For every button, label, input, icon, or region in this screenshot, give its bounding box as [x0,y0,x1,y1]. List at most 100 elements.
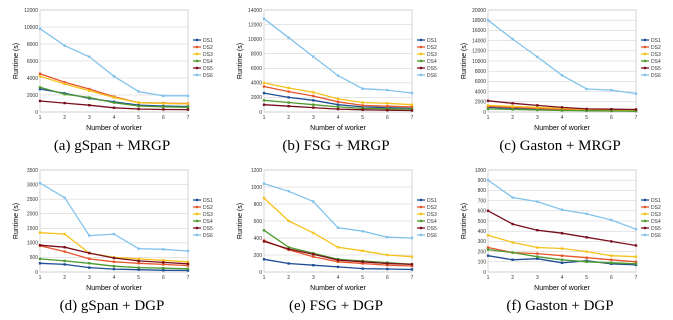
legend-label: DS2 [203,205,213,211]
data-point [410,264,414,268]
data-point [88,251,91,255]
y-tick-label: 1000 [27,241,38,247]
data-point [186,269,190,272]
legend-marker-square [419,66,423,70]
chart-svg: 0 2000 4000 6000 8000 10000 12000 1 2 3 4 5 6 7 Number… [13,8,213,132]
data-point [410,109,414,112]
legend-label: DS1 [203,198,213,204]
x-tick-label: 5 [137,275,140,281]
data-point [386,107,389,110]
data-point [88,89,91,92]
data-point [63,250,66,253]
data-point [610,109,613,113]
legend-label: DS5 [203,226,213,232]
legend-marker-square [643,52,647,56]
legend-label: DS4 [651,59,661,65]
y-tick-label: 18000 [472,18,486,24]
x-tick-label: 5 [137,115,140,121]
y-tick-label: 0 [483,110,486,116]
x-tick-label: 6 [386,275,389,281]
y-tick-label: 14000 [248,8,262,14]
legend-label: DS4 [203,59,213,65]
x-tick-label: 5 [361,275,364,281]
data-point [336,97,340,101]
legend-marker-square [419,226,423,230]
data-point [361,101,364,104]
legend-label: DS3 [427,52,437,58]
data-point [262,258,266,261]
data-point [38,99,42,103]
data-point [634,92,638,95]
legend-marker-square [643,38,647,42]
x-tick-label: 1 [263,115,266,121]
series-line-ds6 [487,19,637,95]
data-point [336,107,340,111]
legend-marker-square [195,45,199,49]
data-point [336,74,340,77]
data-point [312,55,315,58]
data-point [536,257,539,260]
x-tick-label: 1 [487,115,490,121]
data-point [162,263,165,266]
data-point [63,196,66,199]
data-point [137,90,140,93]
legend-marker-square [195,205,199,209]
data-point [63,259,66,263]
y-tick-label: 600 [478,209,487,215]
data-point [634,255,638,258]
data-point [511,241,514,244]
data-point [38,72,42,75]
data-point [560,254,564,257]
data-point [486,19,490,22]
data-point [112,101,116,104]
data-point [410,263,414,266]
data-point [336,258,340,262]
panel-caption: (c) Gaston + MRGP [499,138,621,154]
data-point [162,102,165,105]
data-point [162,261,165,264]
data-point [511,108,514,111]
data-point [410,91,414,95]
data-point [63,44,66,47]
data-point [386,267,389,271]
data-point [361,105,364,109]
x-tick-label: 5 [585,275,588,281]
x-tick-label: 3 [88,115,91,121]
legend-label: DS4 [427,219,437,225]
x-axis-label: Number of worker [310,125,366,132]
y-tick-label: 6000 [27,59,38,65]
data-point [287,247,290,251]
data-point [137,101,140,104]
x-tick-label: 2 [511,115,514,121]
data-point [262,196,266,200]
y-axis-label: Runtime (s) [237,43,244,79]
data-point [536,246,539,249]
x-tick-label: 6 [162,115,165,121]
data-point [386,262,389,265]
data-point [386,235,389,239]
data-point [410,103,414,106]
data-point [361,87,364,90]
legend-label: DS6 [427,73,437,79]
chart-svg: 0 100 200 300 400 500 600 700 800 900 1000 1 2 3 4 5 6 7 N… [461,168,661,292]
y-tick-label: 400 [478,229,487,235]
data-point [287,96,290,99]
series-line-ds6 [39,28,188,97]
x-tick-label: 4 [337,115,340,121]
x-tick-label: 2 [287,115,290,121]
data-point [63,92,66,96]
data-point [88,96,91,99]
legend-marker-square [419,59,423,63]
y-tick-label: 8000 [251,52,262,58]
data-point [137,259,140,263]
data-point [262,91,266,95]
data-point [610,261,613,265]
legend-label: DS2 [651,205,661,211]
chart-panel-2: 0 2000 4000 6000 8000 10000 12000 14000 1 2 3 4 5 6 7 N… [224,0,448,160]
legend-label: DS4 [651,219,661,225]
chart-panel-1: 0 2000 4000 6000 8000 10000 12000 1 2 3 4 5 6 7 Number… [0,0,224,160]
data-point [386,264,389,267]
data-point [336,265,340,269]
legend-label: DS1 [651,198,661,204]
y-tick-label: 500 [478,219,487,225]
